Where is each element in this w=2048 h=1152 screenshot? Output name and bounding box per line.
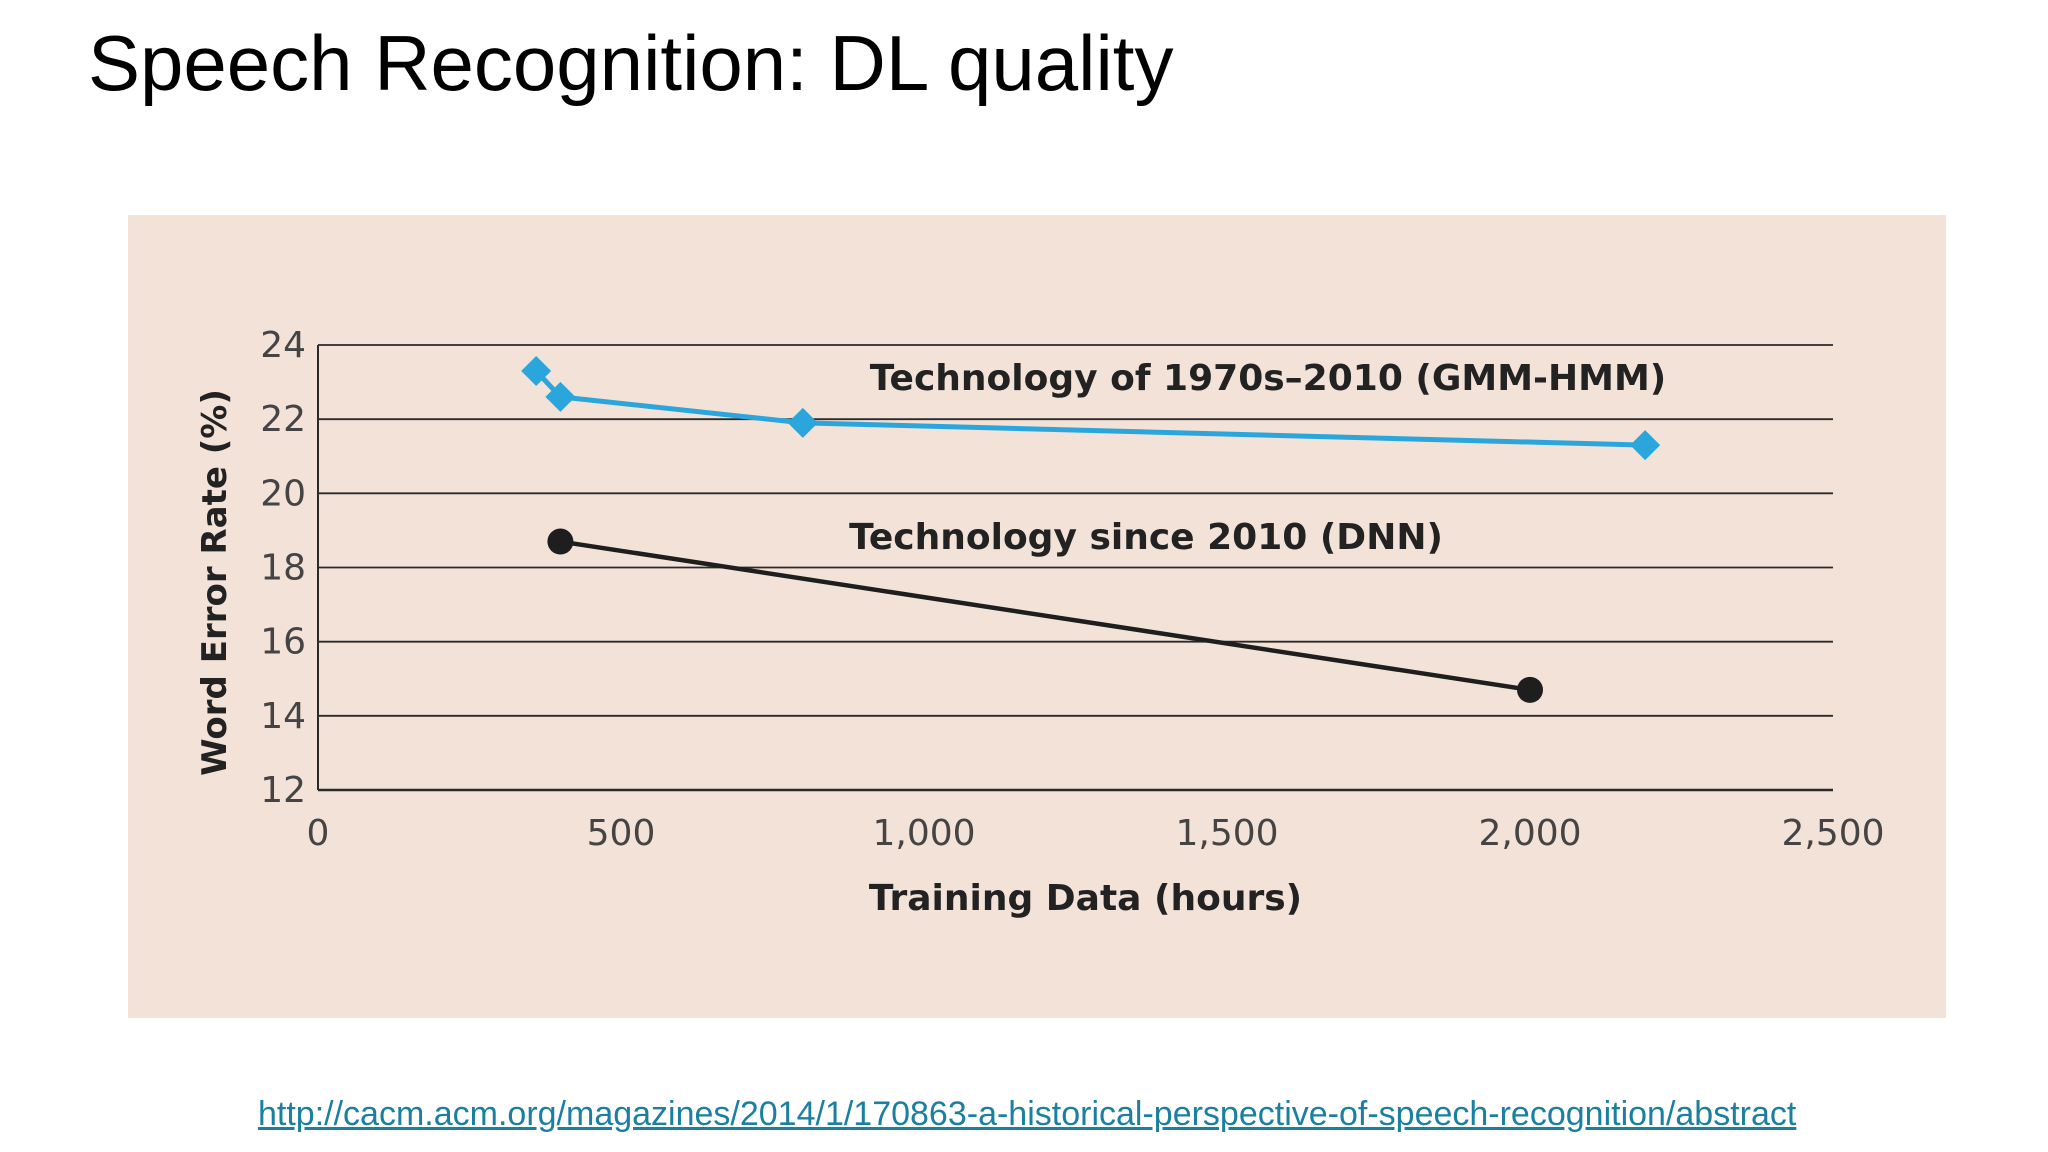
- x-tick-label: 0: [307, 813, 330, 854]
- series-label-dnn: Technology since 2010 (DNN): [849, 517, 1443, 558]
- chart-panel: 12 14 16 18 20 22 24 0 500 1,000 1,500 2,000 2,500 Tr…: [128, 215, 1946, 1018]
- y-tick-label: 22: [260, 399, 306, 440]
- word-error-rate-chart: 12 14 16 18 20 22 24 0 500 1,000 1,500 2,000 2,500 Tr…: [128, 215, 1946, 1018]
- data-point-diamond: [521, 355, 552, 386]
- data-point-diamond: [1630, 430, 1661, 461]
- x-tick-label: 1,500: [1175, 813, 1278, 854]
- y-axis-label: Word Error Rate (%): [195, 389, 235, 776]
- data-point-diamond: [787, 407, 818, 438]
- x-axis-label: Training Data (hours): [869, 878, 1302, 919]
- slide-title: Speech Recognition: DL quality: [88, 19, 1174, 107]
- data-point-circle: [1517, 676, 1543, 703]
- y-tick-label: 18: [260, 548, 306, 589]
- x-tick-label: 2,500: [1781, 813, 1884, 854]
- series-label-gmm-hmm: Technology of 1970s–2010 (GMM-HMM): [870, 358, 1666, 399]
- y-tick-label: 20: [260, 473, 306, 514]
- y-tick-label: 16: [260, 622, 306, 663]
- source-link[interactable]: http://cacm.acm.org/magazines/2014/1/170…: [258, 1095, 1797, 1133]
- x-tick-label: 2,000: [1478, 813, 1581, 854]
- x-tick-label: 1,000: [872, 813, 975, 854]
- series-line-gmm-hmm: [534, 369, 1646, 448]
- x-tick-label: 500: [587, 813, 656, 854]
- y-tick-label: 14: [260, 696, 306, 737]
- y-tick-label: 12: [260, 770, 306, 811]
- series-line-dnn: [560, 539, 1531, 693]
- data-point-circle: [547, 528, 574, 555]
- y-tick-label: 24: [260, 325, 306, 366]
- data-point-diamond: [545, 381, 576, 412]
